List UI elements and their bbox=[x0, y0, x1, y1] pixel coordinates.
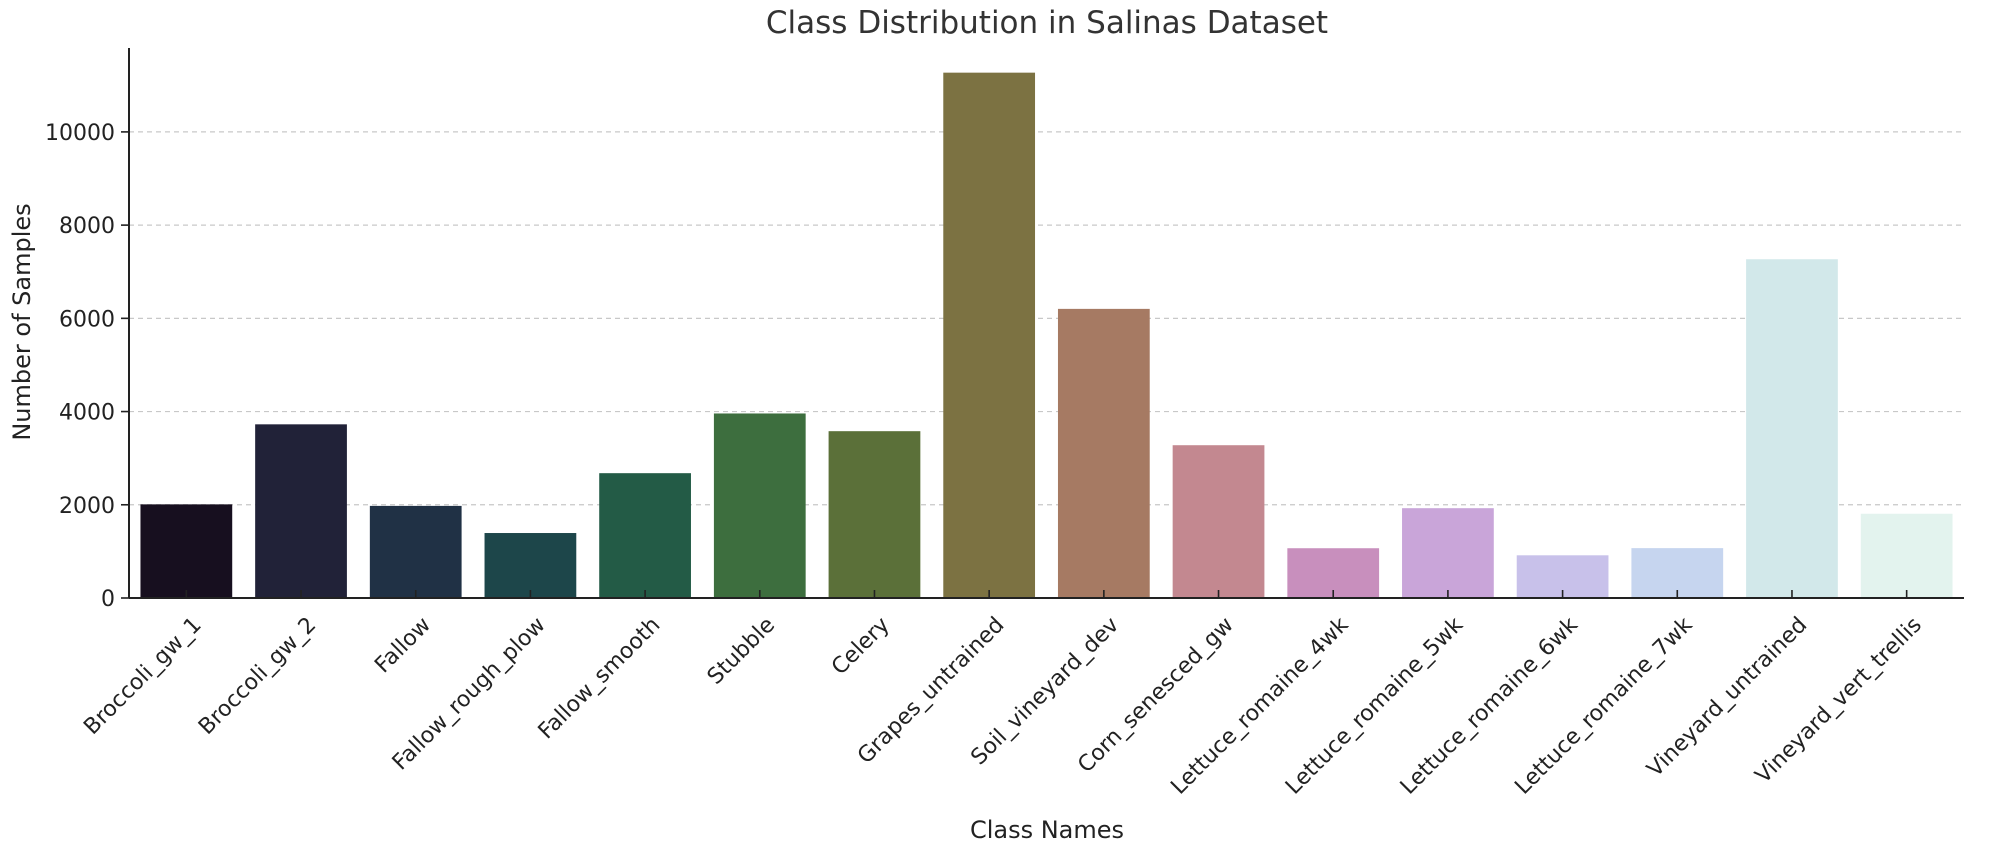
bar bbox=[828, 431, 921, 598]
bars-layer bbox=[140, 72, 1953, 598]
y-axis-label: Number of Samples bbox=[8, 203, 36, 440]
bar bbox=[1402, 508, 1494, 598]
x-tick-label: Broccoli_gw_2 bbox=[194, 613, 321, 740]
x-axis-label: Class Names bbox=[970, 816, 1124, 844]
bar bbox=[1287, 548, 1380, 598]
bar bbox=[599, 473, 691, 598]
y-tick-label: 8000 bbox=[59, 214, 115, 239]
y-tick-label: 10000 bbox=[45, 121, 115, 146]
x-tick-label: Fallow_smooth bbox=[534, 613, 666, 745]
y-tick-label: 6000 bbox=[59, 307, 115, 332]
axes-layer bbox=[128, 48, 1964, 599]
y-tick-label: 4000 bbox=[59, 401, 115, 426]
bar bbox=[713, 413, 806, 598]
grid-layer bbox=[129, 131, 1964, 506]
bar bbox=[255, 424, 347, 598]
bar bbox=[1631, 548, 1724, 598]
y-tick-label: 0 bbox=[101, 587, 115, 612]
x-tick-label: Broccoli_gw_1 bbox=[79, 613, 206, 740]
bar bbox=[484, 533, 577, 598]
y-tick-labels: 0 2000 4000 6000 8000 10000 bbox=[45, 121, 129, 612]
x-tick-label: Fallow bbox=[370, 613, 436, 679]
y-tick-label: 2000 bbox=[59, 494, 115, 519]
bar bbox=[1057, 308, 1150, 598]
x-tick-label: Stubble bbox=[703, 613, 780, 690]
bar bbox=[1860, 513, 1953, 598]
bar bbox=[1172, 445, 1265, 598]
chart-title: Class Distribution in Salinas Dataset bbox=[766, 5, 1328, 41]
x-tick-label: Celery bbox=[827, 613, 895, 681]
bar bbox=[369, 505, 462, 598]
bar bbox=[140, 504, 233, 598]
bar bbox=[1746, 259, 1838, 598]
bar bbox=[943, 72, 1036, 598]
